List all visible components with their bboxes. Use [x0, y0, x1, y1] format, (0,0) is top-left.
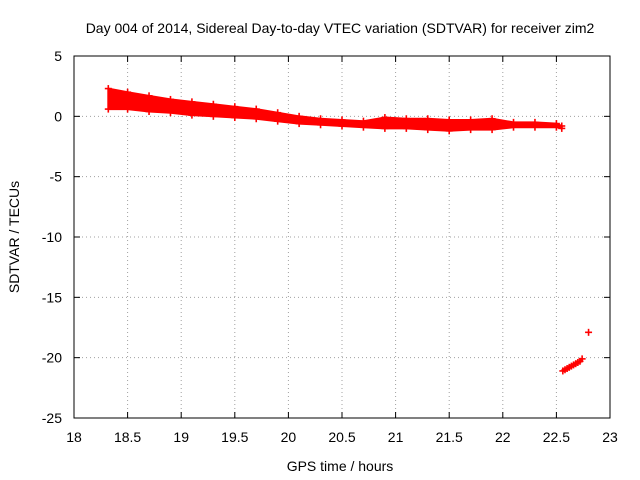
plot-frame [73, 55, 611, 419]
data-point [467, 116, 475, 124]
data-point [585, 328, 593, 336]
data-point [510, 123, 518, 131]
data-point [338, 116, 346, 124]
y-tick-label: 0 [54, 108, 62, 124]
x-tick-label: 19.5 [221, 429, 248, 445]
data-point [531, 123, 539, 131]
y-tick-label: -10 [42, 229, 62, 245]
data-point [209, 112, 217, 120]
y-tick-label: -20 [42, 350, 62, 366]
data-point [424, 126, 432, 134]
data-point [209, 100, 217, 108]
data-point [145, 92, 153, 100]
data-point [467, 126, 475, 134]
y-tick-label: 5 [54, 48, 62, 64]
data-layer [104, 85, 593, 375]
data-point [104, 85, 112, 93]
data-point [424, 115, 432, 123]
data-point [578, 355, 586, 363]
x-tick-label: 18 [66, 429, 82, 445]
data-point [252, 115, 260, 123]
data-point [252, 105, 260, 113]
data-point [145, 108, 153, 116]
data-point [488, 115, 496, 123]
data-point [338, 122, 346, 130]
data-point [188, 111, 196, 119]
x-tick-label: 21 [388, 429, 404, 445]
data-point [124, 88, 132, 96]
data-point [359, 123, 367, 131]
data-point [166, 95, 174, 103]
data-point [402, 124, 410, 132]
data-point [402, 115, 410, 123]
y-tick-label: -25 [42, 410, 62, 426]
data-point [317, 121, 325, 129]
data-point [488, 126, 496, 134]
data-point [445, 116, 453, 124]
data-point [558, 124, 566, 132]
x-tick-label: 22.5 [543, 429, 570, 445]
data-point [166, 109, 174, 117]
x-axis-label: GPS time / hours [287, 458, 394, 474]
data-point [124, 105, 132, 113]
y-axis-label: SDTVAR / TECUs [6, 181, 22, 293]
y-tick-labels: 5 0 -5 -10 -15 -20 -25 [42, 48, 62, 426]
data-point [381, 124, 389, 132]
data-point [188, 98, 196, 106]
data-point [381, 114, 389, 122]
x-tick-label: 23 [602, 429, 618, 445]
chart-title: Day 004 of 2014, Sidereal Day-to-day VTE… [86, 20, 595, 36]
x-tick-label: 22 [495, 429, 511, 445]
data-point [552, 123, 560, 131]
data-point [359, 117, 367, 125]
x-tick-label: 21.5 [436, 429, 463, 445]
data-point [274, 117, 282, 125]
y-tick-label: -15 [42, 289, 62, 305]
data-point [231, 103, 239, 111]
data-point [231, 114, 239, 122]
x-tick-label: 18.5 [114, 429, 141, 445]
data-point [104, 105, 112, 113]
data-point [445, 127, 453, 135]
x-tick-label: 20.5 [328, 429, 355, 445]
x-tick-labels: 18 18.5 19 19.5 20 20.5 21 21.5 22 22.5 23 [66, 429, 618, 445]
data-point [295, 112, 303, 120]
x-tick-label: 19 [173, 429, 189, 445]
y-tick-label: -5 [50, 169, 63, 185]
data-point [317, 115, 325, 123]
data-point [295, 120, 303, 128]
data-point [274, 109, 282, 117]
tick-marks [73, 55, 611, 419]
x-tick-label: 20 [281, 429, 297, 445]
